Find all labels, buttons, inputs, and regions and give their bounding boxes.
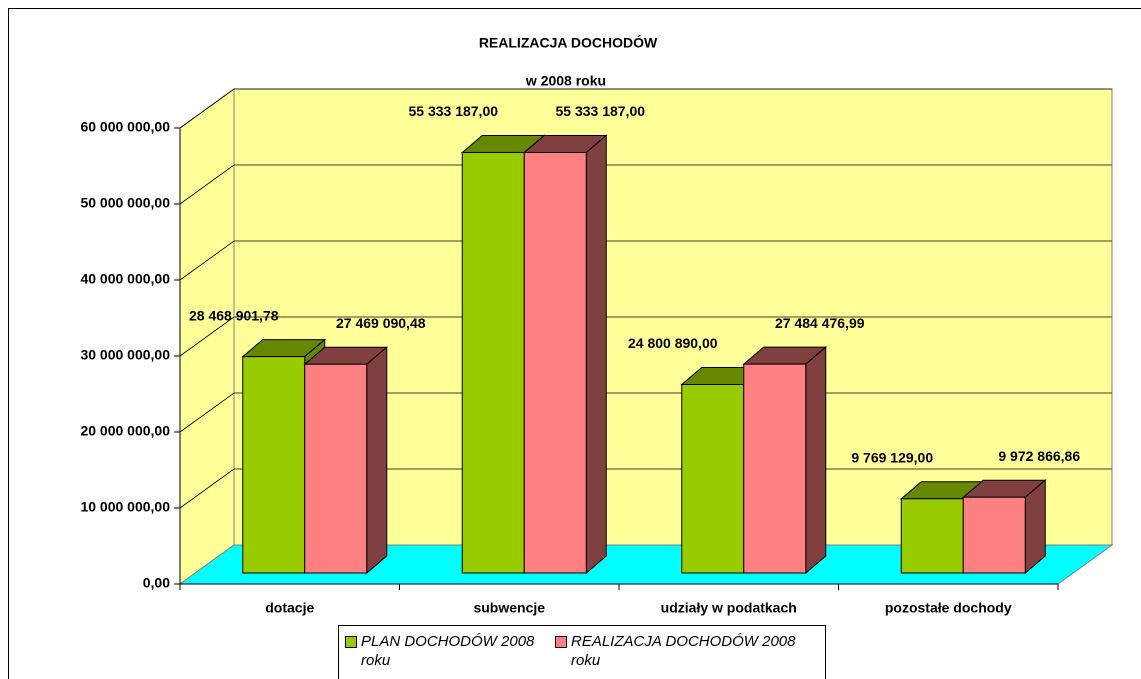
bar <box>962 496 1026 574</box>
grid-line <box>179 88 1112 129</box>
bar <box>242 356 306 574</box>
bar <box>304 363 368 574</box>
legend-label: REALIZACJA DOCHODÓW 2008 roku <box>571 633 796 669</box>
bar <box>900 498 964 574</box>
bar <box>681 384 745 574</box>
x-tick-label: dotacje <box>265 600 314 616</box>
x-tick-label: udziały w podatkach <box>661 600 797 616</box>
frame <box>8 8 1141 679</box>
value-label: 55 333 187,00 <box>408 103 498 119</box>
y-tick-label: 20 000 000,00 <box>80 423 170 439</box>
bar-side <box>366 346 388 575</box>
value-label: 9 972 866,86 <box>998 448 1080 464</box>
bar-side <box>585 134 607 575</box>
value-label: 28 468 901,78 <box>189 307 279 323</box>
value-label: 55 333 187,00 <box>555 103 645 119</box>
bar-side <box>1024 479 1046 575</box>
grid-line <box>179 240 1112 281</box>
bar <box>461 151 525 574</box>
x-tick-label: pozostałe dochody <box>885 600 1012 616</box>
legend-entry: REALIZACJA DOCHODÓW 2008 roku <box>555 632 811 679</box>
y-tick-label: 10 000 000,00 <box>80 499 170 515</box>
bar-side <box>805 346 827 575</box>
y-tick-label: 40 000 000,00 <box>80 271 170 287</box>
y-tick-label: 60 000 000,00 <box>80 119 170 135</box>
chart-subtitle: w 2008 roku <box>525 73 606 89</box>
value-label: 27 484 476,99 <box>775 315 865 331</box>
legend-swatch <box>555 636 567 648</box>
grid-line <box>179 164 1112 205</box>
grid-line <box>179 316 1112 357</box>
legend: PLAN DOCHODÓW 2008 roku REALIZACJA DOCHOD… <box>338 625 826 679</box>
value-label: 24 800 890,00 <box>628 335 718 351</box>
y-tick-label: 30 000 000,00 <box>80 347 170 363</box>
y-tick-label: 50 000 000,00 <box>80 195 170 211</box>
chart-title: REALIZACJA DOCHODÓW <box>479 34 658 51</box>
value-label: 27 469 090,48 <box>336 315 426 331</box>
legend-label: PLAN DOCHODÓW 2008 roku <box>361 633 535 669</box>
x-tick-label: subwencje <box>473 600 545 616</box>
legend-swatch <box>345 636 357 648</box>
bar <box>523 151 587 574</box>
value-label: 9 769 129,00 <box>851 449 933 465</box>
legend-entry: PLAN DOCHODÓW 2008 roku <box>345 632 541 679</box>
bar <box>743 363 807 574</box>
y-tick-label: 0,00 <box>143 575 170 591</box>
